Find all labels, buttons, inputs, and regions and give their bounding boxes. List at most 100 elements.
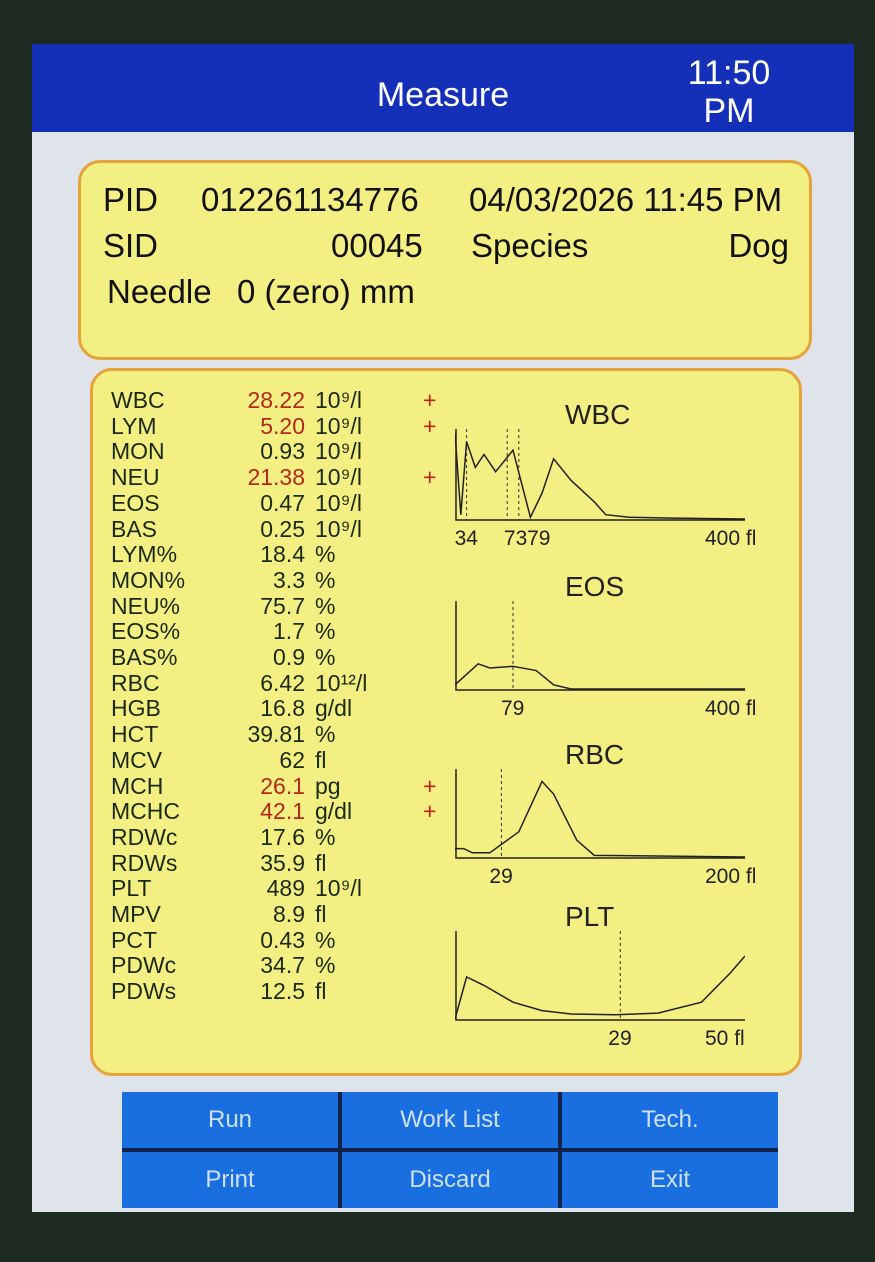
result-name: HGB [111, 695, 161, 722]
exit-button[interactable]: Exit [562, 1152, 778, 1208]
result-value: 62 [279, 746, 305, 773]
clock: 11:50 PM [674, 54, 784, 130]
histogram-curve [455, 955, 745, 1020]
sid-label: SID [103, 227, 159, 264]
histogram-max-label: 400 fl [705, 527, 757, 550]
result-unit: 10⁹/l [315, 438, 362, 465]
histogram-marker-label: 34 [454, 527, 478, 550]
result-value: 8.9 [273, 901, 305, 927]
clock-ampm: PM [703, 92, 755, 130]
result-unit: g/dl [315, 798, 353, 825]
result-name: MCH [111, 772, 164, 799]
histogram-axis [455, 931, 745, 1021]
result-row: LYM 5.20 10⁹/l + [93, 412, 453, 439]
result-row: NEU 21.38 10⁹/l + [93, 464, 453, 491]
run-button[interactable]: Run [122, 1092, 338, 1148]
result-name: LYM [111, 412, 157, 439]
result-name: WBC [111, 387, 165, 413]
species-label: Species [471, 227, 589, 264]
result-row: HCT 39.81% [93, 721, 453, 748]
header-bar: Measure 11:50 PM [32, 44, 854, 132]
result-flag: + [423, 412, 437, 439]
result-name: LYM% [111, 541, 178, 568]
result-unit: 10⁹/l [315, 387, 362, 413]
result-row: MCV 62 fl [93, 746, 453, 773]
result-value: 12.5 [260, 978, 305, 1005]
result-value: 21.38 [247, 464, 305, 491]
histogram-marker-label: 29 [608, 1027, 632, 1050]
result-unit: 10⁹/l [315, 412, 362, 439]
result-name: EOS% [111, 618, 181, 645]
result-row: RBC 6.42 10¹²/l [93, 669, 453, 696]
needle-label: Needle [107, 273, 212, 310]
result-name: EOS [111, 489, 160, 516]
result-row: LYM% 18.4% [93, 541, 453, 568]
result-unit: fl [315, 901, 327, 927]
result-value: 17.6 [260, 823, 305, 850]
result-unit: % [315, 644, 336, 670]
histogram-marker-label: 73 [503, 527, 528, 550]
histogram-plot [455, 429, 745, 521]
histogram-max-label: 50 fl [705, 1027, 745, 1050]
pid-value: 012261134776 [201, 181, 419, 218]
result-value: 75.7 [260, 592, 305, 619]
histogram-title: WBC [565, 399, 631, 430]
histogram-axis [455, 769, 745, 859]
result-row: BAS% 0.9% [93, 644, 453, 670]
species-value: Dog [728, 227, 789, 264]
discard-button[interactable]: Discard [342, 1152, 558, 1208]
histogram-title: EOS [565, 571, 625, 602]
button-bar: Run Work List Tech. Print Discard Exit [122, 1092, 778, 1208]
result-row: BAS 0.25 10⁹/l [93, 516, 453, 542]
histogram-marker-label: 79 [527, 527, 551, 550]
result-name: PCT [111, 926, 157, 953]
histogram-curve [455, 780, 745, 858]
sid-value: 00045 [331, 227, 423, 264]
histogram-max-label: 200 fl [705, 865, 757, 888]
histogram-axis [455, 601, 745, 691]
result-flag: + [423, 772, 437, 799]
result-name: MON% [111, 566, 186, 593]
work-list-button[interactable]: Work List [342, 1092, 558, 1148]
histogram-plot [455, 601, 745, 691]
histogram-marker-label: 79 [501, 697, 525, 720]
result-value: 0.93 [260, 438, 305, 465]
result-value: 489 [266, 875, 305, 902]
print-button[interactable]: Print [122, 1152, 338, 1208]
result-flag: + [423, 387, 437, 413]
result-row: MCHC 42.1 g/dl + [93, 798, 453, 825]
result-name: RDWs [111, 849, 178, 876]
result-value: 0.9 [273, 644, 305, 670]
result-value: 35.9 [260, 849, 305, 876]
analyzer-screen: Measure 11:50 PM PID 012261134776 04/03/2… [32, 44, 854, 1212]
result-row: PCT 0.43% [93, 926, 453, 953]
result-row: PDWc 34.7% [93, 952, 453, 979]
result-row: MON% 3.3% [93, 566, 453, 593]
result-row: NEU% 75.7% [93, 592, 453, 619]
result-row: HGB 16.8 g/dl [93, 695, 453, 722]
histogram-curve [455, 662, 745, 690]
result-row: WBC 28.22 10⁹/l + [93, 387, 453, 413]
result-name: HCT [111, 721, 159, 748]
result-row: MON 0.93 10⁹/l [93, 438, 453, 465]
result-row: EOS% 1.7% [93, 618, 453, 645]
result-unit: 10⁹/l [315, 875, 362, 902]
clock-time: 11:50 [687, 54, 771, 92]
result-flag: + [423, 464, 437, 491]
result-name: PLT [111, 875, 152, 902]
result-unit: % [315, 952, 336, 979]
histogram-plot [455, 769, 745, 859]
result-name: BAS% [111, 644, 178, 670]
result-value: 6.42 [260, 669, 305, 696]
result-flag: + [423, 798, 437, 825]
result-value: 1.7 [273, 618, 305, 645]
result-value: 5.20 [260, 412, 305, 439]
tech-button[interactable]: Tech. [562, 1092, 778, 1148]
result-unit: pg [315, 772, 341, 799]
histogram-curve [455, 432, 745, 520]
result-name: NEU [111, 464, 160, 491]
result-unit: fl [315, 978, 327, 1005]
result-name: MCHC [111, 798, 180, 825]
result-value: 34.7 [260, 952, 305, 979]
pid-label: PID [103, 181, 159, 218]
